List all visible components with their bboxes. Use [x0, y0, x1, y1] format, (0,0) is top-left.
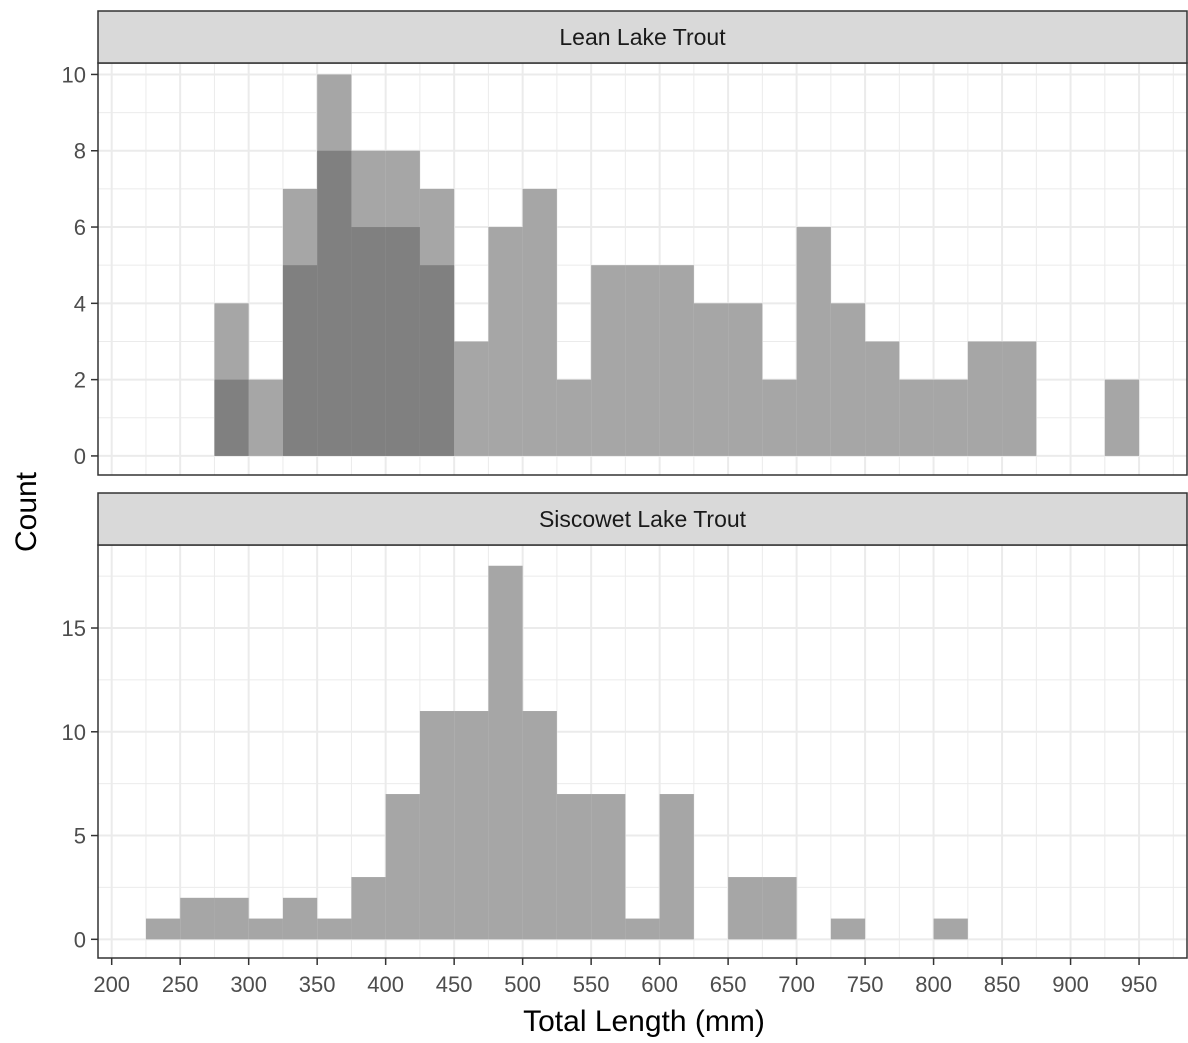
y-tick-label: 15 — [62, 616, 86, 641]
x-axis-title: Total Length (mm) — [523, 1005, 765, 1038]
x-tick-label: 350 — [299, 972, 336, 997]
x-tick-label: 300 — [230, 972, 267, 997]
x-tick-label: 400 — [367, 972, 404, 997]
x-tick-label: 200 — [93, 972, 130, 997]
facet-strip-label: Lean Lake Trout — [559, 24, 726, 50]
y-tick-label: 0 — [74, 927, 86, 952]
histogram-bar — [454, 711, 489, 940]
histogram-bar — [488, 565, 523, 940]
histogram-bar — [762, 379, 797, 456]
histogram-bar — [282, 265, 318, 456]
histogram-bar — [1104, 379, 1140, 456]
y-tick-label: 8 — [74, 139, 86, 164]
histogram-bar — [214, 897, 249, 940]
y-axis-title: Count — [10, 471, 43, 552]
histogram-bar — [591, 794, 626, 940]
x-tick-label: 850 — [984, 972, 1021, 997]
x-tick-label: 500 — [504, 972, 541, 997]
histogram-bar — [180, 897, 215, 940]
y-axis: 0 2 4 6 8 10 — [62, 62, 98, 469]
histogram-bar — [933, 379, 968, 456]
histogram-bar — [317, 918, 352, 940]
histogram-bar — [933, 918, 968, 940]
y-tick-label: 2 — [74, 368, 86, 393]
x-tick-label: 250 — [162, 972, 199, 997]
y-tick-label: 4 — [74, 291, 86, 316]
histogram-bar — [145, 918, 181, 940]
panel-background — [98, 545, 1187, 958]
x-tick-label: 450 — [436, 972, 473, 997]
y-tick-label: 10 — [62, 62, 86, 87]
bars — [214, 74, 1140, 456]
histogram-bar — [728, 877, 763, 940]
histogram-bar — [796, 227, 831, 456]
histogram-bar — [659, 794, 694, 940]
y-tick-label: 10 — [62, 720, 86, 745]
histogram-bar — [556, 794, 592, 940]
x-tick-label: 950 — [1121, 972, 1158, 997]
y-tick-label: 5 — [74, 824, 86, 849]
histogram-bar — [317, 150, 352, 456]
facet-strip — [97, 492, 1188, 546]
histogram-bar — [556, 379, 592, 456]
x-tick-label: 650 — [710, 972, 747, 997]
x-tick-label: 700 — [778, 972, 815, 997]
x-tick-label: 800 — [915, 972, 952, 997]
histogram-bar — [248, 918, 283, 940]
facet-panel: Siscowet Lake Trout 0 5 10 15 — [62, 492, 1188, 959]
histogram-bar — [830, 918, 866, 940]
histogram-bar — [1002, 341, 1037, 456]
histogram-bar — [967, 341, 1003, 456]
facet-strip — [97, 10, 1188, 64]
histogram-bar — [693, 303, 729, 456]
y-tick-label: 6 — [74, 215, 86, 240]
histogram-bar — [865, 341, 900, 456]
histogram-bar — [659, 265, 694, 456]
x-tick-label: 600 — [641, 972, 678, 997]
histogram-bar — [830, 303, 866, 456]
histogram-bar — [419, 265, 455, 456]
facet-strip-label: Siscowet Lake Trout — [539, 506, 747, 532]
x-tick-label: 900 — [1052, 972, 1089, 997]
histogram-bar — [762, 877, 797, 940]
histogram-bar — [625, 265, 660, 456]
histogram-bar — [214, 379, 249, 456]
histogram-bar — [248, 379, 283, 456]
histogram-bar — [385, 227, 420, 456]
facet-panel: Lean Lake Trout 0 2 4 6 8 10 — [62, 10, 1188, 476]
histogram-bar — [385, 794, 420, 940]
histogram-bar — [419, 711, 455, 940]
histogram-bar — [899, 379, 934, 456]
histogram-bar — [488, 227, 523, 456]
histogram-bar — [522, 711, 557, 940]
histogram-bar — [522, 188, 557, 456]
x-axis: 200 250 300 350 400 450 500 550 600 650 700 750 800 8… — [93, 958, 1157, 997]
histogram-bar — [282, 897, 318, 940]
y-tick-label: 0 — [74, 444, 86, 469]
x-tick-label: 550 — [573, 972, 610, 997]
histogram-bar — [625, 918, 660, 940]
histogram-bar — [591, 265, 626, 456]
y-axis: 0 5 10 15 — [62, 616, 98, 952]
histogram-bar — [454, 341, 489, 456]
histogram-bar — [351, 877, 386, 940]
bars — [145, 565, 968, 940]
x-tick-label: 750 — [847, 972, 884, 997]
histogram-bar — [351, 227, 386, 456]
histogram-bar — [728, 303, 763, 456]
